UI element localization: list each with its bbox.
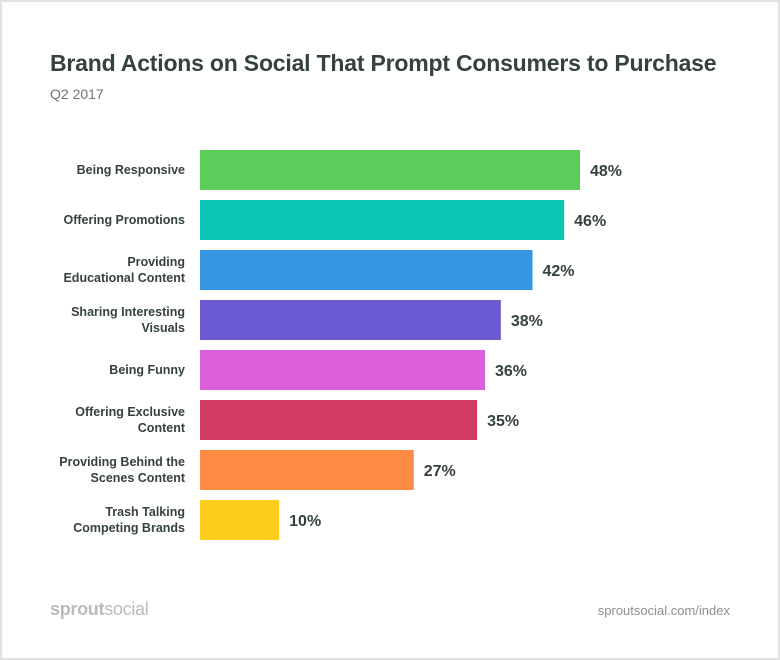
category-label: Scenes Content — [91, 471, 186, 485]
category-label: Educational Content — [63, 271, 185, 285]
value-label: 42% — [543, 263, 575, 280]
value-label: 36% — [495, 363, 527, 380]
category-label: Trash Talking — [105, 505, 185, 519]
category-label: Competing Brands — [73, 521, 185, 535]
value-label: 46% — [574, 213, 606, 230]
bar — [200, 450, 414, 490]
bar — [200, 400, 478, 440]
category-label: Visuals — [141, 321, 185, 335]
category-label: Sharing Interesting — [71, 305, 185, 319]
value-label: 27% — [424, 463, 456, 480]
logo-light-text: social — [104, 599, 149, 619]
category-label: Being Responsive — [77, 163, 185, 177]
chart-subtitle: Q2 2017 — [50, 86, 104, 102]
chart-title: Brand Actions on Social That Prompt Cons… — [50, 50, 717, 76]
value-label: 10% — [289, 513, 321, 530]
category-label: Offering Promotions — [63, 213, 185, 227]
category-label: Offering Exclusive — [75, 405, 185, 419]
category-label: Being Funny — [109, 363, 185, 377]
bar — [200, 500, 280, 540]
value-label: 38% — [511, 313, 543, 330]
bar — [200, 150, 580, 190]
bar — [200, 200, 565, 240]
source-url[interactable]: sproutsocial.com/index — [597, 603, 730, 618]
value-label: 48% — [590, 163, 622, 180]
category-label: Content — [138, 421, 186, 435]
bar — [200, 300, 501, 340]
bar — [200, 250, 533, 290]
category-label: Providing Behind the — [59, 455, 185, 469]
logo-bold-text: sprout — [50, 599, 105, 619]
value-label: 35% — [487, 413, 519, 430]
sprout-social-logo: sproutsocial — [50, 599, 149, 620]
bar-chart: 48% Being Responsive 46% Offering Promotion… — [59, 150, 622, 540]
bar — [200, 350, 485, 390]
category-label: Providing — [127, 255, 185, 269]
